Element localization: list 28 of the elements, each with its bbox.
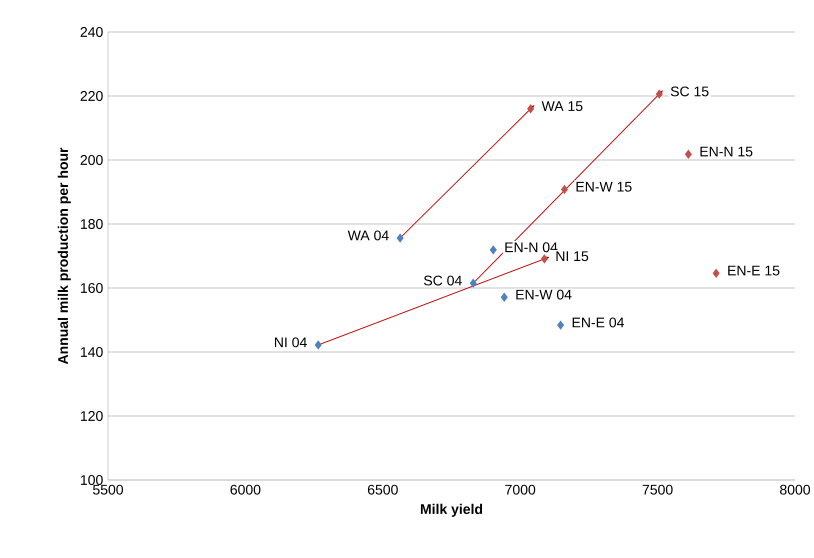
x-axis-title: Milk yield	[420, 504, 482, 517]
y-tick-label: 240	[80, 27, 103, 37]
y-tick-label: 180	[81, 219, 103, 229]
annotation: SC 15	[670, 86, 708, 96]
y-axis-title: Annual milk production per hour	[58, 148, 71, 364]
x-tick-label: 7000	[505, 484, 536, 495]
x-tick-label: 5500	[92, 484, 124, 495]
annotation: WA 15	[542, 101, 582, 112]
annotation: NI 15	[556, 251, 588, 262]
annotation: NI 04	[274, 337, 307, 348]
x-tick-label: 6000	[230, 484, 260, 495]
x-tick-label: 7500	[642, 484, 673, 495]
annotation: EN-E 04	[572, 318, 624, 328]
annotation: EN-N 15	[700, 146, 752, 156]
annotation: EN-W 15	[576, 182, 632, 192]
annotation: EN-W 04	[516, 290, 572, 300]
y-tick-label: 220	[80, 91, 103, 101]
x-tick-label: 6500	[368, 484, 398, 495]
y-tick-label: 200	[80, 155, 103, 165]
y-tick-label: 140	[81, 347, 103, 357]
annotation: EN-E 15	[728, 266, 780, 276]
x-tick-label: 8000	[780, 484, 810, 495]
annotation: SC 04	[424, 276, 462, 286]
y-tick-label: 120	[81, 411, 103, 421]
y-tick-label: 160	[81, 283, 103, 293]
annotation: WA 04	[348, 230, 389, 240]
annotation: EN-N 04	[505, 242, 558, 252]
y-tick-label: 100	[81, 475, 103, 485]
